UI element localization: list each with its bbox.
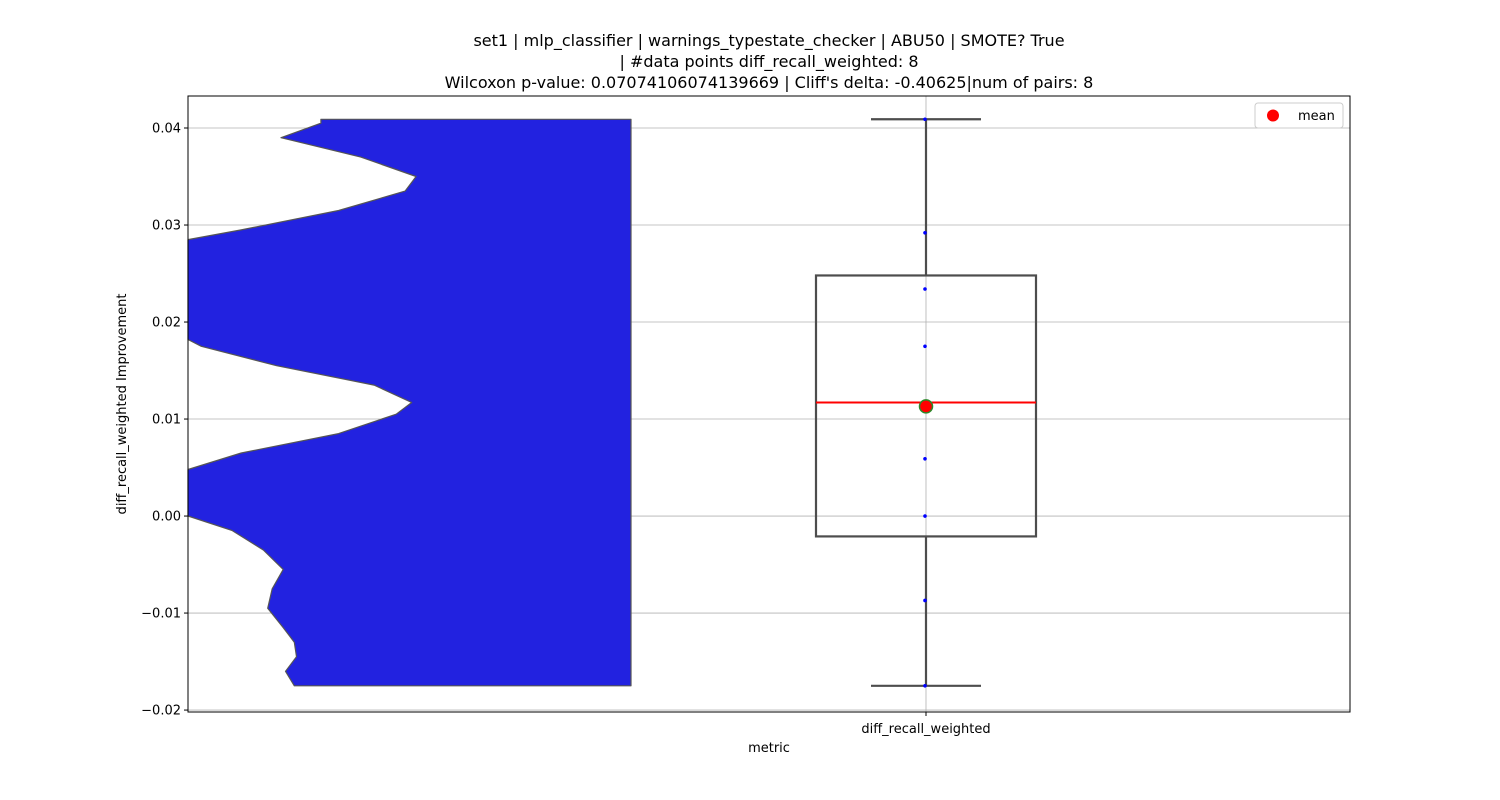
y-tick-label: 0.01 [152,413,181,428]
legend-entry-mean: mean [1298,109,1335,124]
data-point [923,598,927,603]
legend-mean-marker [1267,109,1279,122]
violin-layer [187,118,632,687]
chart-title-line-1: set1 | mlp_classifier | warnings_typesta… [473,31,1065,50]
x-axis: diff_recall_weighted [861,712,991,737]
plot-frame [187,95,1351,713]
data-point [923,230,927,235]
y-axis: −0.02 −0.01 0.00 0.01 0.02 0.03 0.04 [141,122,188,719]
chart-title-line-3: Wilcoxon p-value: 0.07074106074139669 | … [444,73,1094,92]
y-tick-label: −0.02 [141,704,181,719]
y-tick-label: 0.04 [152,122,181,137]
data-point [923,117,927,122]
violin-shape [187,118,632,687]
data-point [923,287,927,291]
iqr-box [814,274,1038,538]
data-point [923,684,927,688]
chart-title-line-2: | #data points diff_recall_weighted: 8 [619,52,919,71]
x-tick-label: diff_recall_weighted [861,722,990,737]
data-point [923,457,927,461]
x-axis-label: metric [748,741,790,756]
y-tick-label: 0.03 [152,219,181,234]
data-point [923,514,927,518]
points-layer [918,117,934,688]
data-point [923,344,927,349]
mean-marker [918,399,934,414]
y-tick-label: 0.00 [152,510,181,525]
legend: mean [1254,102,1344,129]
y-axis-label: diff_recall_weighted Improvement [115,294,130,515]
legend-frame [1254,102,1344,129]
y-tick-label: 0.02 [152,316,181,331]
y-tick-label: −0.01 [141,607,181,622]
